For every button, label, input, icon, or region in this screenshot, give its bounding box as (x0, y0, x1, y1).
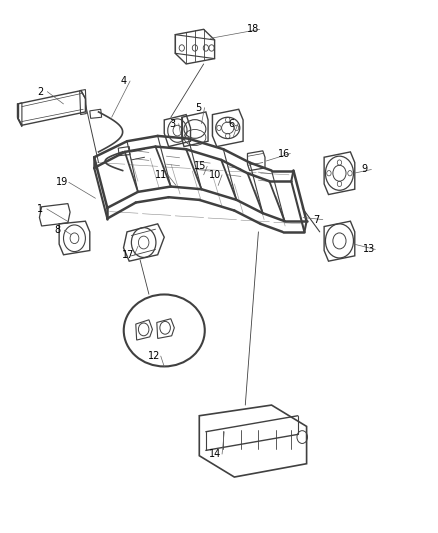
Text: 18: 18 (247, 25, 259, 34)
Text: 7: 7 (313, 215, 319, 224)
Text: 3: 3 (169, 119, 175, 128)
Text: 16: 16 (278, 149, 290, 158)
Text: 14: 14 (209, 449, 222, 459)
Text: 12: 12 (148, 351, 160, 361)
Text: 19: 19 (56, 177, 68, 187)
Text: 13: 13 (363, 245, 375, 254)
Text: 17: 17 (122, 250, 134, 260)
Text: 10: 10 (209, 170, 222, 180)
Text: 5: 5 (195, 103, 201, 112)
Text: 11: 11 (155, 170, 167, 180)
Text: 6: 6 (228, 119, 234, 128)
Text: 2: 2 (38, 87, 44, 96)
Text: 8: 8 (55, 225, 61, 235)
Text: 1: 1 (37, 204, 43, 214)
Text: 4: 4 (120, 76, 127, 86)
Text: 9: 9 (362, 165, 368, 174)
Text: 15: 15 (194, 161, 207, 171)
